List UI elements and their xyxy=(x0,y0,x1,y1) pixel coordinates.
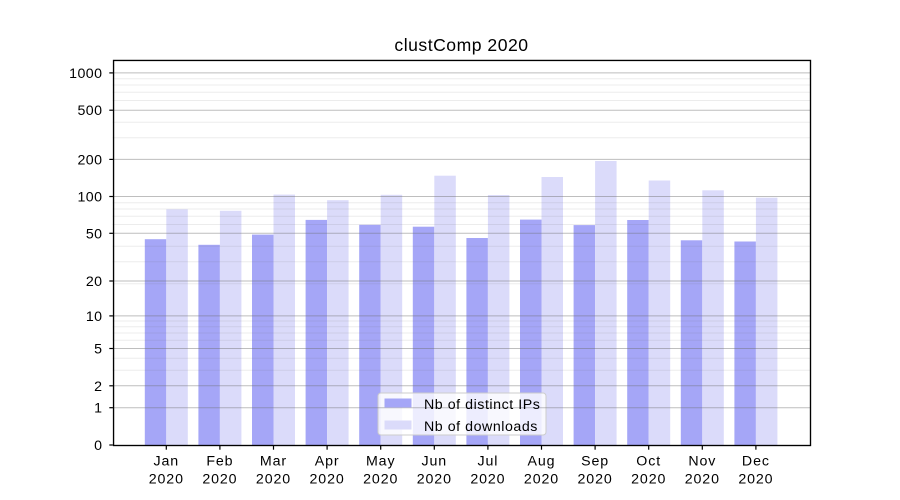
svg-text:50: 50 xyxy=(86,226,103,242)
svg-text:10: 10 xyxy=(86,309,103,325)
svg-text:Jan: Jan xyxy=(154,454,180,470)
svg-text:2020: 2020 xyxy=(363,472,398,488)
svg-text:2020: 2020 xyxy=(631,472,666,488)
svg-text:May: May xyxy=(366,454,396,470)
svg-text:Nov: Nov xyxy=(688,454,716,470)
svg-text:Aug: Aug xyxy=(528,454,556,470)
svg-text:1000: 1000 xyxy=(69,66,102,82)
svg-text:2020: 2020 xyxy=(470,472,505,488)
svg-text:Jun: Jun xyxy=(422,454,448,470)
svg-text:Dec: Dec xyxy=(742,454,770,470)
svg-text:0: 0 xyxy=(94,438,102,454)
svg-text:Mar: Mar xyxy=(260,454,287,470)
svg-text:2020: 2020 xyxy=(202,472,237,488)
svg-text:Nb of distinct IPs: Nb of distinct IPs xyxy=(424,397,540,413)
svg-text:Sep: Sep xyxy=(581,454,609,470)
svg-text:clustComp 2020: clustComp 2020 xyxy=(394,35,528,55)
svg-text:100: 100 xyxy=(77,190,102,206)
svg-text:Feb: Feb xyxy=(206,454,233,470)
svg-text:Jul: Jul xyxy=(477,454,498,470)
svg-text:2020: 2020 xyxy=(417,472,452,488)
svg-text:2020: 2020 xyxy=(524,472,559,488)
svg-text:2020: 2020 xyxy=(738,472,773,488)
svg-text:200: 200 xyxy=(77,152,102,168)
svg-text:2: 2 xyxy=(94,379,102,395)
svg-text:20: 20 xyxy=(86,274,103,290)
svg-text:Nb of downloads: Nb of downloads xyxy=(424,419,538,435)
svg-text:2020: 2020 xyxy=(256,472,291,488)
svg-text:2020: 2020 xyxy=(685,472,720,488)
svg-text:Apr: Apr xyxy=(315,454,340,470)
svg-text:2020: 2020 xyxy=(149,472,184,488)
svg-text:1: 1 xyxy=(94,401,102,417)
svg-text:2020: 2020 xyxy=(310,472,345,488)
svg-text:5: 5 xyxy=(94,342,102,358)
svg-text:Oct: Oct xyxy=(636,454,661,470)
svg-text:500: 500 xyxy=(77,103,102,119)
svg-text:2020: 2020 xyxy=(578,472,613,488)
